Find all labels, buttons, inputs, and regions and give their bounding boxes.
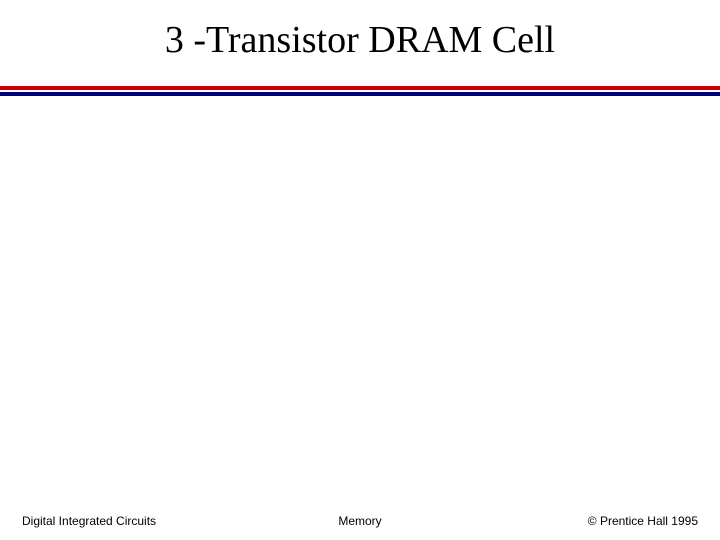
footer-right: © Prentice Hall 1995 — [588, 514, 698, 528]
slide-title: 3 -Transistor DRAM Cell — [0, 18, 720, 62]
slide: 3 -Transistor DRAM Cell Digital Integrat… — [0, 0, 720, 540]
title-divider — [0, 86, 720, 96]
divider-bar-bottom — [0, 92, 720, 96]
footer: Digital Integrated Circuits Memory © Pre… — [0, 508, 720, 528]
divider-bar-top — [0, 86, 720, 90]
